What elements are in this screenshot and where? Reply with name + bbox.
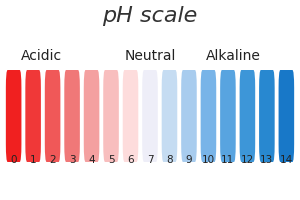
Text: 2: 2 — [49, 155, 56, 165]
FancyBboxPatch shape — [162, 70, 177, 162]
Text: 12: 12 — [241, 155, 254, 165]
FancyBboxPatch shape — [181, 70, 197, 162]
FancyBboxPatch shape — [220, 70, 236, 162]
FancyBboxPatch shape — [142, 70, 158, 162]
FancyBboxPatch shape — [201, 70, 216, 162]
FancyBboxPatch shape — [6, 70, 21, 162]
Text: 4: 4 — [88, 155, 95, 165]
Text: pH scale: pH scale — [102, 6, 198, 26]
FancyBboxPatch shape — [240, 70, 255, 162]
Text: 13: 13 — [260, 155, 274, 165]
FancyBboxPatch shape — [84, 70, 99, 162]
Text: 11: 11 — [221, 155, 235, 165]
Text: 6: 6 — [127, 155, 134, 165]
Text: 9: 9 — [186, 155, 192, 165]
Text: Alkaline: Alkaline — [206, 49, 261, 63]
FancyBboxPatch shape — [279, 70, 294, 162]
Text: 5: 5 — [108, 155, 114, 165]
Text: 7: 7 — [147, 155, 153, 165]
Text: 10: 10 — [202, 155, 215, 165]
Text: 14: 14 — [280, 155, 293, 165]
Text: Neutral: Neutral — [124, 49, 176, 63]
Text: 1: 1 — [30, 155, 36, 165]
FancyBboxPatch shape — [64, 70, 80, 162]
FancyBboxPatch shape — [123, 70, 138, 162]
FancyBboxPatch shape — [25, 70, 41, 162]
Text: 8: 8 — [166, 155, 173, 165]
FancyBboxPatch shape — [103, 70, 119, 162]
Text: 3: 3 — [69, 155, 75, 165]
Text: Acidic: Acidic — [21, 49, 62, 63]
Text: 0: 0 — [11, 155, 17, 165]
FancyBboxPatch shape — [259, 70, 275, 162]
FancyBboxPatch shape — [45, 70, 60, 162]
